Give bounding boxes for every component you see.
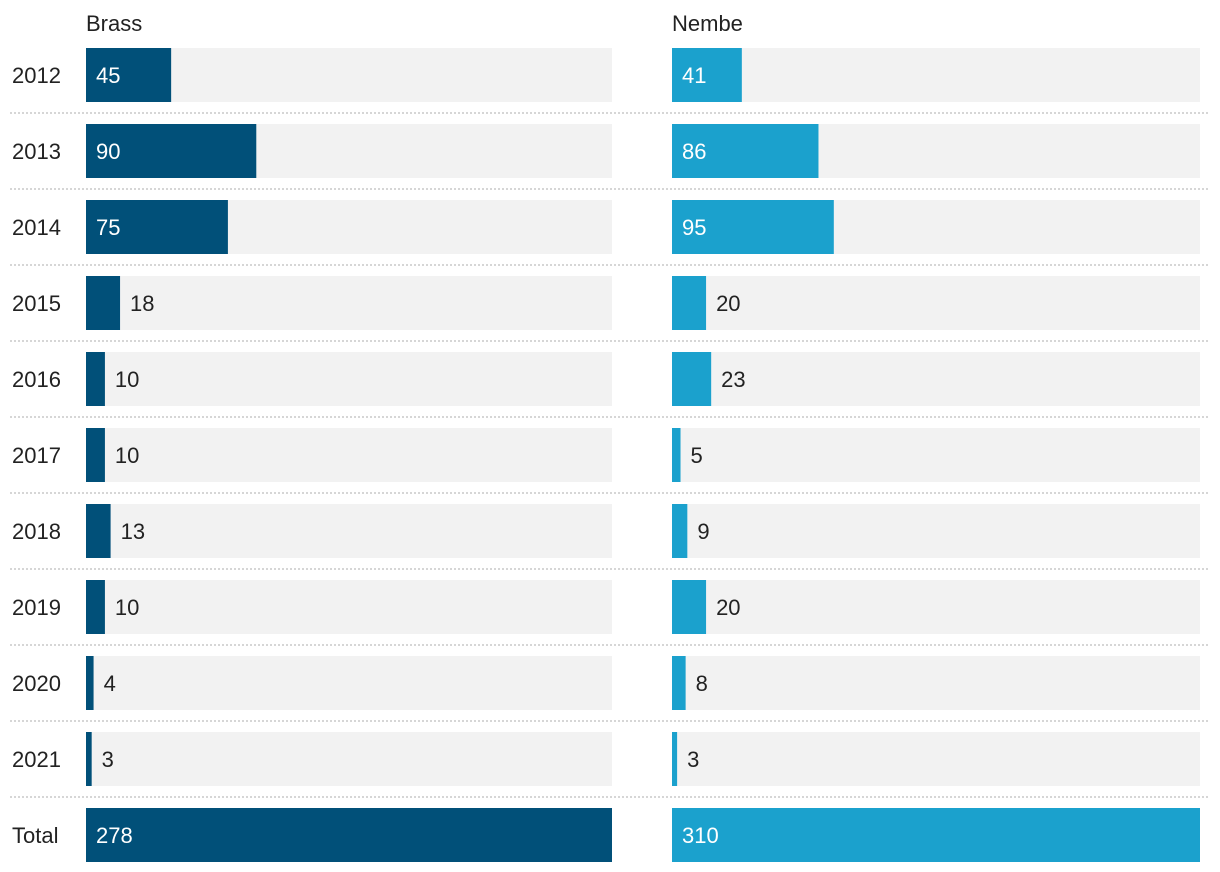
category-label-2014: 2014 bbox=[12, 215, 61, 240]
category-label-2017: 2017 bbox=[12, 443, 61, 468]
value-label-brass-total: 278 bbox=[96, 823, 133, 848]
category-label-2018: 2018 bbox=[12, 519, 61, 544]
bar-brass-2016 bbox=[86, 352, 105, 406]
bar-nembe-2017 bbox=[672, 428, 681, 482]
bar-track-nembe-2015 bbox=[672, 276, 1200, 330]
bar-track-nembe-2017 bbox=[672, 428, 1200, 482]
bar-brass-2013 bbox=[86, 124, 257, 178]
value-label-nembe-2013: 86 bbox=[682, 139, 706, 164]
series-header-brass: Brass bbox=[86, 11, 142, 36]
category-label-2016: 2016 bbox=[12, 367, 61, 392]
bar-brass-2014 bbox=[86, 200, 228, 254]
bar-brass-2018 bbox=[86, 504, 111, 558]
bar-track-brass-2020 bbox=[86, 656, 612, 710]
value-label-brass-2015: 18 bbox=[130, 291, 154, 316]
bar-track-brass-2019 bbox=[86, 580, 612, 634]
category-label-2012: 2012 bbox=[12, 63, 61, 88]
bar-track-nembe-2019 bbox=[672, 580, 1200, 634]
bar-track-brass-2017 bbox=[86, 428, 612, 482]
category-label-2021: 2021 bbox=[12, 747, 61, 772]
bar-nembe-2016 bbox=[672, 352, 712, 406]
category-label-2020: 2020 bbox=[12, 671, 61, 696]
bar-brass-2017 bbox=[86, 428, 105, 482]
bar-nembe-2021 bbox=[672, 732, 678, 786]
bar-nembe-2018 bbox=[672, 504, 688, 558]
value-label-brass-2014: 75 bbox=[96, 215, 120, 240]
bar-nembe-2013 bbox=[672, 124, 819, 178]
value-label-brass-2018: 13 bbox=[121, 519, 145, 544]
bar-brass-total bbox=[86, 808, 612, 862]
bar-track-nembe-2020 bbox=[672, 656, 1200, 710]
bar-brass-2015 bbox=[86, 276, 121, 330]
bar-track-brass-2015 bbox=[86, 276, 612, 330]
bar-track-nembe-2012 bbox=[672, 48, 1200, 102]
bar-nembe-2020 bbox=[672, 656, 686, 710]
bar-brass-2021 bbox=[86, 732, 92, 786]
bar-track-nembe-2018 bbox=[672, 504, 1200, 558]
value-label-nembe-2018: 9 bbox=[697, 519, 709, 544]
value-label-nembe-2021: 3 bbox=[687, 747, 699, 772]
bar-nembe-2014 bbox=[672, 200, 834, 254]
bar-brass-2020 bbox=[86, 656, 94, 710]
bar-nembe-total bbox=[672, 808, 1200, 862]
series-header-nembe: Nembe bbox=[672, 11, 743, 36]
bar-track-brass-2012 bbox=[86, 48, 612, 102]
category-label-total: Total bbox=[12, 823, 58, 848]
value-label-nembe-2014: 95 bbox=[682, 215, 706, 240]
bar-track-nembe-2016 bbox=[672, 352, 1200, 406]
value-label-nembe-total: 310 bbox=[682, 823, 719, 848]
bar-nembe-2015 bbox=[672, 276, 707, 330]
bar-track-nembe-2021 bbox=[672, 732, 1200, 786]
bar-track-brass-2016 bbox=[86, 352, 612, 406]
bar-track-brass-2021 bbox=[86, 732, 612, 786]
value-label-nembe-2017: 5 bbox=[691, 443, 703, 468]
bar-brass-2012 bbox=[86, 48, 172, 102]
value-label-brass-2020: 4 bbox=[104, 671, 116, 696]
category-label-2015: 2015 bbox=[12, 291, 61, 316]
value-label-nembe-2016: 23 bbox=[721, 367, 745, 392]
category-label-2013: 2013 bbox=[12, 139, 61, 164]
value-label-nembe-2012: 41 bbox=[682, 63, 706, 88]
value-label-brass-2012: 45 bbox=[96, 63, 120, 88]
value-label-brass-2013: 90 bbox=[96, 139, 120, 164]
value-label-nembe-2019: 20 bbox=[716, 595, 740, 620]
bar-track-brass-2018 bbox=[86, 504, 612, 558]
value-label-brass-2016: 10 bbox=[115, 367, 139, 392]
value-label-brass-2017: 10 bbox=[115, 443, 139, 468]
value-label-brass-2019: 10 bbox=[115, 595, 139, 620]
value-label-nembe-2020: 8 bbox=[696, 671, 708, 696]
bar-nembe-2019 bbox=[672, 580, 707, 634]
bar-brass-2019 bbox=[86, 580, 105, 634]
bar-nembe-2012 bbox=[672, 48, 742, 102]
value-label-brass-2021: 3 bbox=[102, 747, 114, 772]
category-label-2019: 2019 bbox=[12, 595, 61, 620]
value-label-nembe-2015: 20 bbox=[716, 291, 740, 316]
